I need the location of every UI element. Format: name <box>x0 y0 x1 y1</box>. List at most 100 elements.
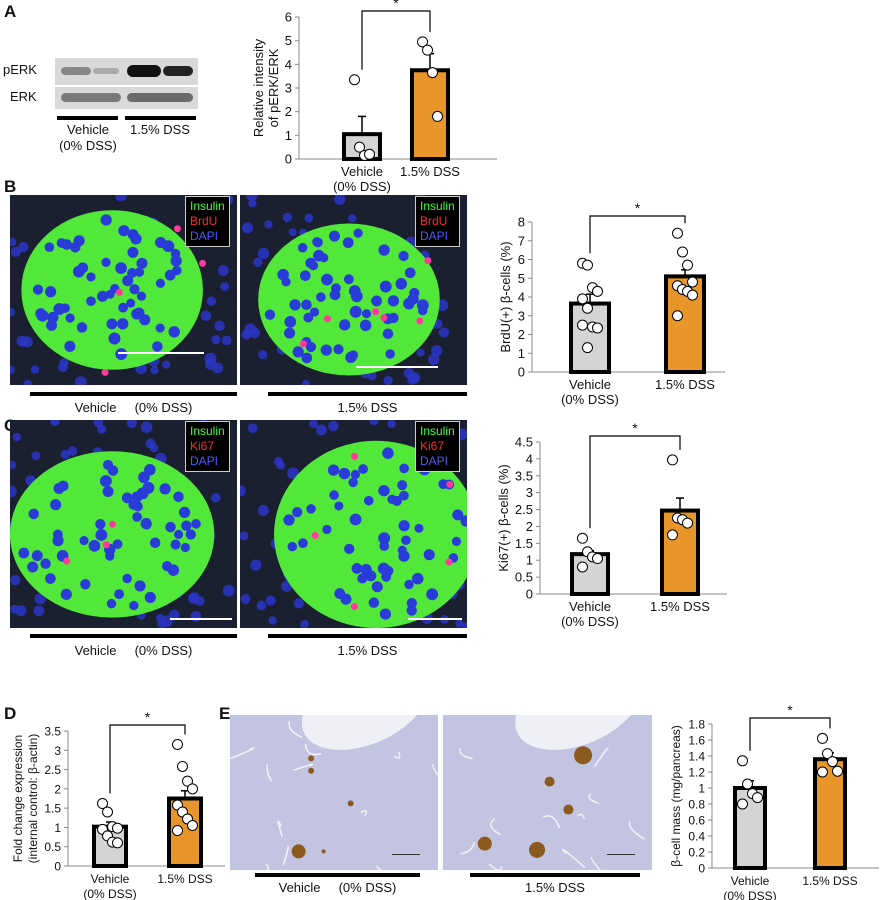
y-tick-label: 3 <box>518 308 525 323</box>
chart-d: 0 0.5 1 1.5 2 2.5 3 3.5 Fold change expression(i… <box>11 709 225 900</box>
y-tick-label: 1.5 <box>515 536 533 551</box>
legend-insulin: Insulin <box>190 199 225 213</box>
data-point <box>832 765 843 777</box>
data-point <box>592 322 603 334</box>
data-point <box>422 44 433 56</box>
x-tick-label: Vehicle (0% DSS) <box>333 164 391 194</box>
data-point <box>677 246 688 258</box>
y-tick-label: 0 <box>518 365 525 380</box>
y-tick-label: 0.4 <box>688 830 705 844</box>
islet <box>308 767 315 774</box>
data-point <box>187 783 198 795</box>
y-tick-label: 0 <box>526 587 533 602</box>
x-tick-label: Vehicle (0% DSS) <box>561 599 619 629</box>
data-point <box>432 110 443 122</box>
x-tick-label: 1.5% DSS <box>400 164 460 179</box>
y-tick-label: 2 <box>526 519 533 534</box>
data-point <box>687 276 698 288</box>
significance-star: * <box>632 420 638 436</box>
panel-label-d: D <box>4 704 17 723</box>
y-tick-label: 3 <box>526 485 533 500</box>
islet <box>321 849 326 854</box>
data-point <box>417 36 428 48</box>
y-tick-label: 2 <box>285 104 292 119</box>
data-point <box>182 775 193 787</box>
data-point <box>102 806 113 818</box>
y-tick-label: 1 <box>698 782 705 796</box>
group-underline-vehicle <box>30 634 237 638</box>
data-point <box>592 285 603 297</box>
micrograph-e-vehicle <box>230 715 438 870</box>
panel-label-a: A <box>4 2 17 21</box>
significance-bracket <box>109 724 186 794</box>
legend-dapi: DAPI <box>420 229 449 243</box>
chart-e: 0 0.2 0.4 0.6 0.8 1 1.2 1.4 1.6 1.8 β-cell mass (m… <box>669 702 879 900</box>
legend-b-dss: Insulin BrdU DAPI <box>415 196 460 247</box>
data-point <box>577 561 588 573</box>
y-tick-label: 1.8 <box>688 718 705 732</box>
data-point <box>737 798 748 810</box>
data-point <box>667 529 678 541</box>
y-tick-label: 5 <box>285 33 292 48</box>
data-point <box>817 766 828 778</box>
significance-star: * <box>787 702 793 718</box>
y-tick-label: 2.5 <box>515 502 533 517</box>
significance-star: * <box>393 0 399 11</box>
x-tick-label: 1.5% DSS <box>157 872 212 886</box>
y-tick-label: 3.5 <box>44 725 61 739</box>
significance-bracket <box>749 717 831 751</box>
scale-bar <box>392 854 420 855</box>
significance-bracket <box>361 10 431 70</box>
y-tick-label: 4 <box>518 290 525 305</box>
legend-insulin: Insulin <box>420 199 455 213</box>
data-point <box>112 822 123 834</box>
caption-c-dss: 1.5% DSS <box>337 643 398 658</box>
islet <box>308 755 315 762</box>
legend-insulin: Insulin <box>190 424 225 438</box>
chart-b: 0 1 2 3 4 5 6 7 8 BrdU(+) β-cells (%) Vehicle (0% D… <box>498 200 725 407</box>
data-point <box>582 302 593 314</box>
y-tick-label: 0.5 <box>44 840 61 854</box>
data-point <box>97 798 108 810</box>
scale-bar <box>356 366 438 368</box>
chart-c: 0 0.5 1 1.5 2 2.5 3 3.5 44.5 Ki67(+) β-cells (%) V… <box>496 420 727 629</box>
blot-label-perk: pERK <box>3 62 37 77</box>
micrograph-e-dss <box>443 715 652 870</box>
y-axis-label: β-cell mass (mg/pancreas) <box>669 725 683 867</box>
data-point <box>687 289 698 301</box>
y-tick-label: 6 <box>285 10 292 25</box>
data-point <box>354 141 365 153</box>
data-point <box>742 778 753 790</box>
group-underline-vehicle <box>255 873 420 877</box>
data-point <box>427 67 438 79</box>
legend-ki67: Ki67 <box>420 439 445 453</box>
data-point <box>577 293 588 305</box>
y-axis-label: BrdU(+) β-cells (%) <box>498 241 513 352</box>
y-tick-label: 1 <box>526 553 533 568</box>
data-point <box>187 820 198 831</box>
legend-dapi: DAPI <box>190 454 219 468</box>
data-point <box>112 837 123 849</box>
x-tick-label: 1.5% DSS <box>802 874 857 888</box>
data-point <box>582 259 593 271</box>
data-point <box>172 739 183 750</box>
x-tick-label: Vehicle (0% DSS) <box>561 377 619 407</box>
y-tick-label: 1.6 <box>688 734 705 748</box>
data-point <box>577 319 588 331</box>
legend-ki67: Ki67 <box>190 439 215 453</box>
y-tick-label: 0.5 <box>515 570 533 585</box>
legend-b-vehicle: Insulin BrdU DAPI <box>185 196 230 247</box>
y-tick-label: 0 <box>54 860 61 874</box>
data-point <box>349 74 360 86</box>
x-tick-label: 1.5% DSS <box>650 599 710 614</box>
blot-group-vehicle: Vehicle (0% DSS) <box>59 122 117 153</box>
legend-brdu: BrdU <box>420 214 448 228</box>
y-tick-label: 3 <box>285 81 292 96</box>
data-point <box>672 310 683 322</box>
y-tick-label: 8 <box>518 215 525 230</box>
y-tick-label: 2 <box>518 327 525 342</box>
y-tick-label: 0 <box>698 862 705 876</box>
y-axis-label: Fold change expression(internal control:… <box>11 734 40 864</box>
y-tick-label: 4 <box>526 451 533 466</box>
y-tick-label: 0.8 <box>688 798 705 812</box>
